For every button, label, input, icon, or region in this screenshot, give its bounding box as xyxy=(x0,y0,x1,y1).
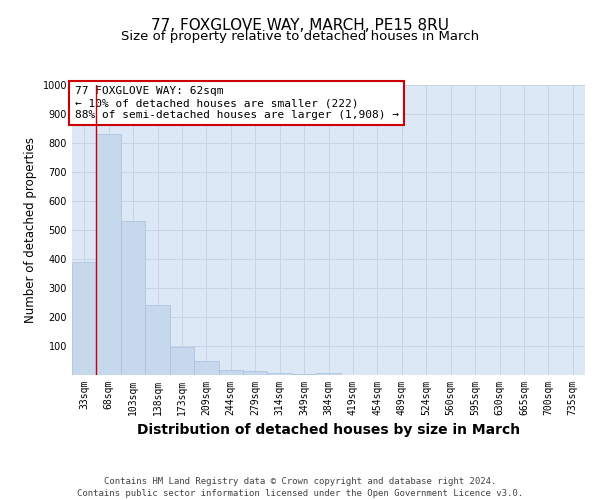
Y-axis label: Number of detached properties: Number of detached properties xyxy=(24,137,37,323)
Text: Contains HM Land Registry data © Crown copyright and database right 2024.
Contai: Contains HM Land Registry data © Crown c… xyxy=(77,476,523,498)
Bar xyxy=(145,306,170,375)
Text: 77 FOXGLOVE WAY: 62sqm
← 10% of detached houses are smaller (222)
88% of semi-de: 77 FOXGLOVE WAY: 62sqm ← 10% of detached… xyxy=(74,86,398,120)
Bar xyxy=(316,372,341,375)
Bar xyxy=(72,262,97,375)
Bar xyxy=(218,370,243,375)
Text: 77, FOXGLOVE WAY, MARCH, PE15 8RU: 77, FOXGLOVE WAY, MARCH, PE15 8RU xyxy=(151,18,449,32)
Text: Size of property relative to detached houses in March: Size of property relative to detached ho… xyxy=(121,30,479,43)
Bar xyxy=(121,222,145,375)
Bar xyxy=(243,371,268,375)
X-axis label: Distribution of detached houses by size in March: Distribution of detached houses by size … xyxy=(137,424,520,438)
Bar xyxy=(268,372,292,375)
Bar xyxy=(194,360,218,375)
Bar xyxy=(292,374,316,375)
Bar xyxy=(170,348,194,375)
Bar xyxy=(97,134,121,375)
